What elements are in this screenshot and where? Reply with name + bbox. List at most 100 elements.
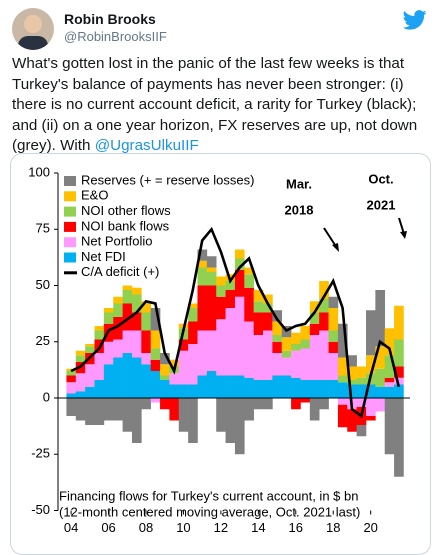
bar-segment [291, 332, 301, 344]
bar-segment [206, 272, 217, 286]
bar-segment [113, 398, 123, 421]
bar-segment [253, 312, 264, 335]
chart-card[interactable]: 100 75 50 25 0 -25 -50 04 06 08 10 12 14 16 18 20 Reserv… [10, 153, 431, 555]
bar-segment [225, 281, 236, 290]
bar-segment [244, 267, 254, 275]
bar-segment [366, 416, 376, 421]
bar-segment [234, 249, 245, 259]
bar-segment [216, 285, 226, 297]
bar-segment [197, 260, 208, 268]
bar-segment [244, 287, 254, 322]
bar-segment [394, 305, 404, 340]
bar-segment [122, 285, 133, 290]
bar-segment [113, 357, 123, 398]
author-handle[interactable]: @RobinBrooksIIF [64, 29, 167, 44]
bar-segment [197, 267, 208, 286]
bar-segment [309, 398, 320, 421]
bar-segment [309, 323, 320, 335]
bar-segment [85, 344, 95, 347]
bar-segment [263, 294, 273, 304]
bar-segment [188, 308, 198, 322]
legend-label: NOI other flows [81, 203, 171, 218]
mention-link[interactable]: @UgrasUlkuIIF [94, 137, 199, 154]
bar-segment [188, 321, 198, 344]
bar-segment [347, 384, 357, 398]
bar-segment [141, 330, 151, 353]
bar-segment [169, 359, 180, 367]
bar-segment [75, 350, 86, 356]
bar-segment [328, 330, 339, 342]
bar-segment [300, 380, 311, 398]
bar-segment [253, 290, 264, 302]
bar-segment [263, 398, 273, 410]
bar-segment [319, 281, 329, 299]
avatar[interactable] [12, 8, 54, 50]
bar-segment [160, 380, 170, 398]
x-tick-label: 08 [139, 520, 153, 535]
x-tick-label: 12 [214, 520, 228, 535]
x-tick-label: 04 [64, 520, 78, 535]
bar-segment [150, 398, 161, 403]
bar-segment [234, 269, 245, 297]
legend-swatch [64, 221, 76, 232]
annotation: 2018 [285, 202, 314, 217]
bar-segment [394, 398, 404, 477]
tweet: Robin Brooks @RobinBrooksIIF What's gott… [10, 8, 431, 555]
bar-segment [281, 350, 292, 358]
bar-segment [272, 321, 283, 335]
bar-segment [272, 353, 283, 376]
bar-segment [197, 375, 208, 398]
bar-segment [225, 398, 236, 443]
bar-segment [141, 398, 151, 410]
bar-segment [103, 364, 114, 398]
bar-segment [309, 312, 320, 324]
bar-segment [150, 371, 161, 398]
x-tick-label: 06 [101, 520, 115, 535]
bar-segment [94, 380, 105, 398]
arrow-head [400, 231, 407, 239]
author-name[interactable]: Robin Brooks [64, 11, 156, 27]
legend-swatch [64, 191, 76, 202]
bar-segment [160, 398, 170, 410]
bar-segment [384, 382, 395, 387]
bar-segment [337, 323, 348, 358]
y-tick-label: 25 [36, 333, 50, 348]
bar-segment [319, 380, 329, 398]
annotation: 2021 [367, 197, 396, 212]
bar-segment [197, 285, 208, 331]
bar-segment [328, 341, 339, 353]
bar-segment [150, 308, 161, 331]
legend-label: Reserves (+ = reserve losses) [81, 172, 254, 187]
bar-segment [337, 404, 348, 428]
bar-segment [216, 398, 226, 432]
legend-label: Net FDI [81, 249, 126, 264]
bar-segment [347, 355, 357, 367]
bar-segment [384, 328, 395, 356]
bar-segment [75, 398, 86, 421]
bar-segment [366, 384, 376, 398]
bar-segment [197, 330, 208, 376]
bar-segment [337, 382, 348, 398]
bar-segment [169, 398, 180, 421]
caption: Financing flows for Turkey's current acc… [59, 488, 358, 503]
bar-segment [234, 375, 245, 398]
legend-swatch [64, 206, 76, 217]
twitter-logo[interactable] [403, 10, 427, 30]
arrow-head [332, 243, 339, 252]
bar-segment [150, 348, 161, 360]
bar-segment [263, 303, 273, 313]
bar-segment [375, 368, 386, 387]
arrow [398, 217, 405, 235]
bar-segment [366, 355, 376, 374]
x-tick-label: 20 [363, 520, 377, 535]
x-tick-label: 18 [326, 520, 340, 535]
bar-segment [356, 398, 367, 407]
legend-swatch [64, 176, 76, 186]
x-tick-label: 10 [176, 520, 190, 535]
bar-segment [206, 285, 217, 331]
bar-segment [366, 310, 376, 356]
bar-segment [300, 348, 311, 380]
bar-segment [281, 375, 292, 398]
x-tick-label: 16 [289, 520, 303, 535]
bar-segment [85, 398, 95, 425]
